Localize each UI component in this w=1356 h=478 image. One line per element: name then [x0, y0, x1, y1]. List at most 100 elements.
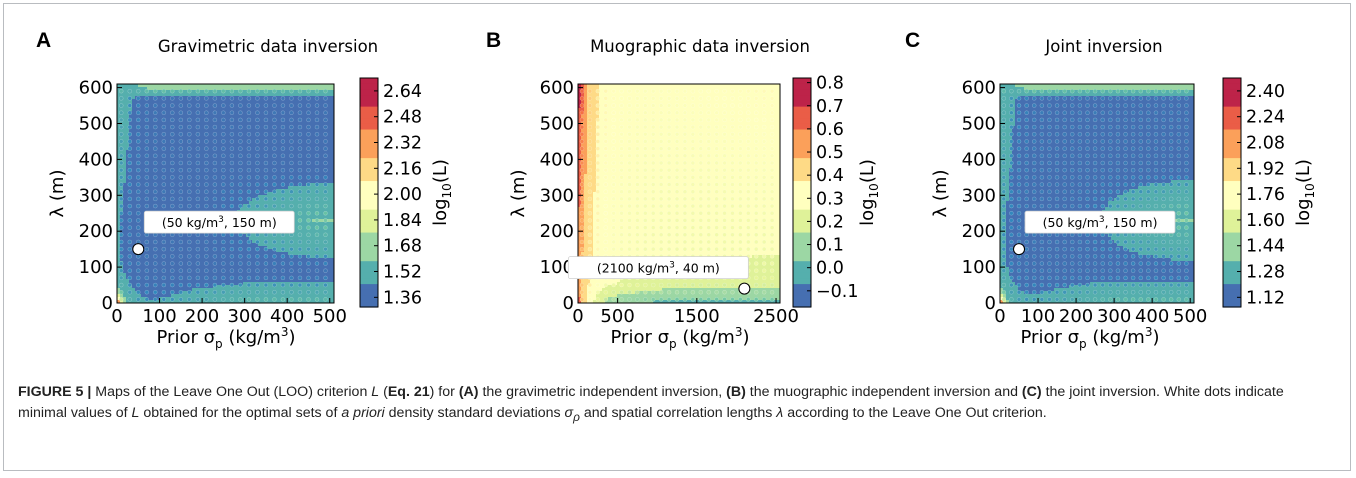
sample-point — [187, 110, 192, 115]
sample-point — [1016, 182, 1022, 187]
sample-point — [212, 275, 218, 281]
sample-point — [246, 268, 252, 273]
sample-point — [769, 167, 775, 173]
sample-point — [690, 96, 696, 101]
sample-point — [666, 139, 672, 144]
sample-point — [289, 196, 294, 202]
sample-point — [651, 153, 656, 159]
sample-point — [714, 196, 719, 202]
sample-point — [769, 254, 775, 259]
sample-point — [714, 146, 719, 151]
sample-point — [619, 103, 624, 108]
sample-point — [666, 175, 672, 180]
sample-point — [1054, 239, 1060, 245]
sample-point — [1184, 225, 1189, 230]
sample-point — [221, 103, 226, 108]
sample-point — [674, 246, 680, 252]
colorbar-tick-label: 1.60 — [1246, 211, 1285, 231]
sample-point — [306, 196, 311, 202]
sample-point — [119, 124, 124, 130]
sample-point — [306, 203, 311, 209]
sample-point — [1108, 275, 1113, 281]
sample-point — [666, 124, 672, 130]
sample-point — [1176, 146, 1182, 151]
sample-point — [144, 289, 150, 295]
sample-point — [746, 103, 751, 108]
sample-point — [314, 175, 320, 180]
sample-point — [1062, 132, 1067, 137]
sample-point — [1130, 88, 1136, 94]
sample-point — [1001, 88, 1007, 94]
sample-point — [238, 289, 243, 295]
sample-point — [753, 167, 759, 173]
sample-point — [272, 268, 277, 273]
sample-point — [666, 232, 672, 238]
sample-point — [769, 239, 775, 245]
sample-point — [1054, 246, 1060, 252]
sample-point — [761, 218, 767, 223]
sample-point — [1047, 268, 1052, 273]
sample-point — [706, 153, 711, 159]
sample-point — [619, 218, 624, 223]
sample-point — [1016, 261, 1022, 266]
sample-point — [611, 225, 616, 230]
sample-point — [738, 218, 743, 223]
sample-point — [1123, 246, 1128, 252]
sample-point — [579, 232, 585, 238]
sample-point — [195, 282, 201, 288]
sample-point — [1031, 268, 1037, 273]
x-tick-label: 400 — [1135, 306, 1169, 327]
sample-point — [306, 167, 311, 173]
sample-point — [674, 282, 680, 288]
sample-point — [1176, 117, 1182, 123]
colorbar-tick-label: 0.5 — [816, 143, 844, 163]
sample-point — [595, 175, 601, 180]
sample-point — [643, 218, 648, 223]
sample-point — [136, 218, 141, 223]
sample-point — [595, 88, 601, 94]
sample-point — [595, 146, 601, 151]
sample-point — [1024, 239, 1029, 245]
sample-point — [769, 175, 775, 180]
sample-point — [255, 110, 260, 115]
sample-point — [1130, 254, 1136, 259]
sample-point — [1001, 275, 1007, 281]
sample-point — [238, 153, 243, 159]
sample-point — [246, 275, 252, 281]
sample-point — [651, 239, 656, 245]
sample-point — [1024, 110, 1029, 115]
sample-point — [323, 132, 328, 137]
sample-point — [1146, 275, 1151, 281]
sample-point — [1115, 160, 1121, 166]
sample-point — [280, 254, 286, 259]
sample-point — [1130, 275, 1136, 281]
sample-point — [1138, 189, 1143, 194]
sample-point — [627, 124, 632, 130]
sample-point — [1009, 225, 1014, 230]
sample-point — [127, 218, 133, 223]
sample-point — [153, 132, 158, 137]
colorbar-tick-label: 0.1 — [816, 236, 844, 256]
sample-point — [1039, 189, 1045, 194]
sample-point — [1108, 254, 1113, 259]
sample-point — [246, 175, 252, 180]
sample-point — [611, 117, 616, 123]
sample-point — [1024, 246, 1029, 252]
sample-point — [1001, 124, 1007, 130]
sample-point — [1130, 160, 1136, 166]
sample-point — [627, 110, 632, 115]
sample-point — [153, 189, 158, 194]
sample-point — [1176, 218, 1182, 223]
sample-point — [1115, 239, 1121, 245]
sample-point — [246, 289, 252, 295]
sample-point — [170, 254, 175, 259]
sample-point — [651, 146, 656, 151]
sample-point — [238, 103, 243, 108]
sample-point — [666, 132, 672, 137]
sample-point — [1009, 139, 1014, 144]
sample-point — [643, 189, 648, 194]
sample-point — [1138, 167, 1143, 173]
sample-point — [1039, 103, 1045, 108]
sample-point — [1092, 246, 1098, 252]
sample-point — [579, 146, 585, 151]
